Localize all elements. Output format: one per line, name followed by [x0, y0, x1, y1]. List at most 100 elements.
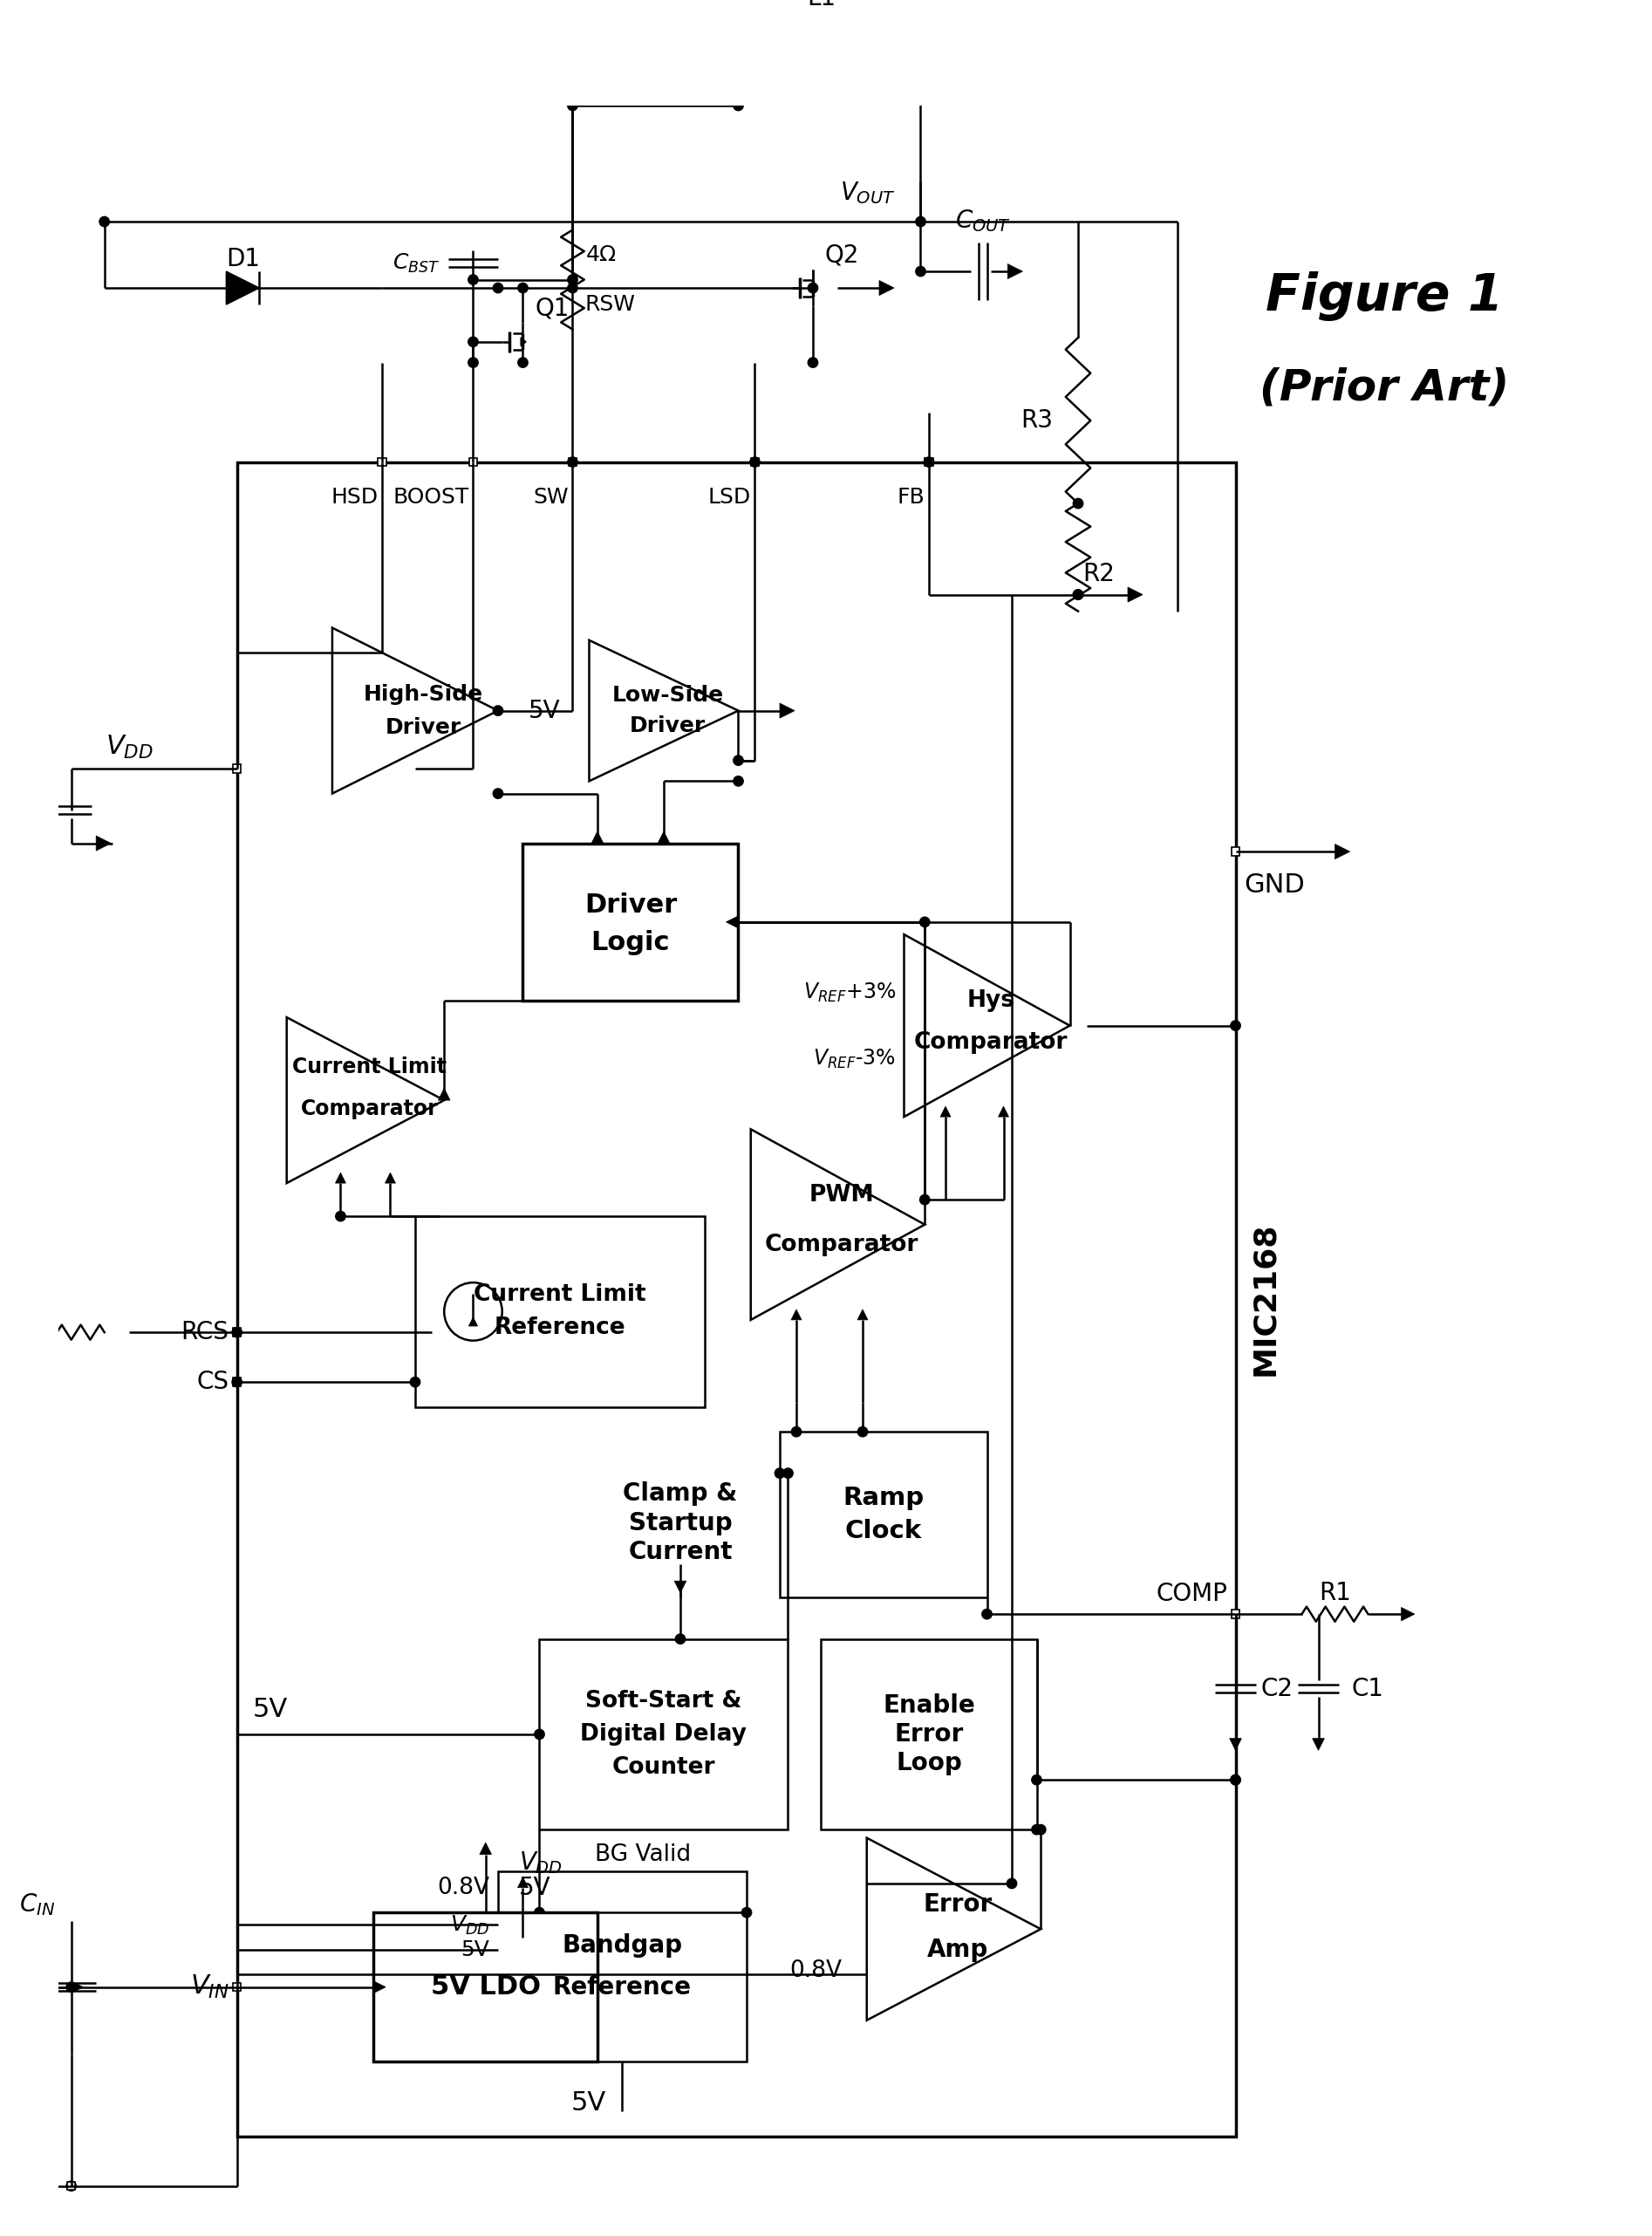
Circle shape	[568, 456, 578, 467]
Polygon shape	[591, 832, 603, 843]
Text: $C_{BST}$: $C_{BST}$	[393, 253, 439, 275]
Circle shape	[676, 1635, 686, 1643]
Text: Startup: Startup	[628, 1512, 732, 1536]
Circle shape	[899, 18, 909, 27]
Text: R2: R2	[1082, 561, 1115, 586]
Circle shape	[733, 756, 743, 765]
Text: Error: Error	[894, 1722, 963, 1746]
Text: $V_{DD}$: $V_{DD}$	[519, 1849, 562, 1876]
Circle shape	[808, 284, 818, 293]
Polygon shape	[780, 702, 795, 718]
Polygon shape	[791, 1310, 801, 1319]
Text: 5V LDO: 5V LDO	[431, 1974, 540, 1999]
Polygon shape	[904, 935, 1070, 1116]
Text: RSW: RSW	[585, 295, 636, 315]
Polygon shape	[385, 1172, 395, 1183]
Bar	[236, 463, 1236, 2135]
Text: MIC2168: MIC2168	[1249, 1223, 1279, 1375]
Text: Driver: Driver	[385, 718, 461, 738]
Polygon shape	[71, 1981, 83, 1992]
Text: $V_{OUT}$: $V_{OUT}$	[841, 181, 895, 206]
Polygon shape	[469, 1317, 477, 1326]
Text: Q1: Q1	[535, 297, 568, 322]
Circle shape	[1074, 590, 1084, 599]
Circle shape	[915, 217, 925, 226]
Text: $C_{OUT}$: $C_{OUT}$	[955, 208, 1011, 235]
Bar	[1231, 847, 1239, 856]
Text: HSD: HSD	[330, 487, 378, 508]
Text: $V_{DD}$: $V_{DD}$	[106, 733, 154, 760]
Text: LSD: LSD	[707, 487, 750, 508]
Polygon shape	[520, 338, 525, 347]
Polygon shape	[590, 639, 738, 780]
Text: Bandgap: Bandgap	[562, 1934, 682, 1959]
Circle shape	[335, 1212, 345, 1221]
Text: Comparator: Comparator	[914, 1031, 1067, 1053]
Circle shape	[568, 275, 578, 284]
Text: Figure 1: Figure 1	[1265, 271, 1503, 322]
Polygon shape	[727, 917, 738, 928]
Circle shape	[750, 456, 760, 467]
Text: GND: GND	[1244, 872, 1305, 897]
Circle shape	[775, 1469, 785, 1478]
Text: Counter: Counter	[613, 1755, 715, 1780]
Circle shape	[231, 1377, 241, 1386]
Circle shape	[517, 284, 529, 293]
Circle shape	[535, 1728, 545, 1740]
Bar	[540, 1639, 788, 1829]
Polygon shape	[226, 271, 259, 304]
Circle shape	[1006, 1878, 1016, 1889]
Text: CS: CS	[197, 1371, 228, 1395]
Text: 0.8V: 0.8V	[790, 1959, 843, 1981]
Text: D1: D1	[226, 246, 259, 271]
Polygon shape	[750, 1129, 925, 1319]
Polygon shape	[867, 1838, 1041, 2021]
Text: Loop: Loop	[895, 1751, 961, 1775]
Text: 4$\Omega$: 4$\Omega$	[585, 244, 616, 266]
Circle shape	[1074, 499, 1084, 508]
Polygon shape	[998, 1107, 1009, 1116]
Bar	[415, 1216, 705, 1406]
Circle shape	[568, 284, 578, 293]
Text: RCS: RCS	[180, 1319, 228, 1344]
Bar	[750, 458, 758, 465]
Circle shape	[1032, 1775, 1042, 1784]
Text: Comparator: Comparator	[301, 1098, 438, 1118]
Polygon shape	[1128, 588, 1143, 601]
Circle shape	[468, 275, 477, 284]
Bar	[378, 458, 387, 465]
Circle shape	[1036, 1825, 1046, 1834]
Text: 0.8V: 0.8V	[438, 1876, 489, 1898]
Text: $V_{REF}$+3%: $V_{REF}$+3%	[803, 982, 895, 1004]
Text: FB: FB	[897, 487, 925, 508]
Bar	[233, 1377, 241, 1386]
Text: BG Valid: BG Valid	[595, 1842, 691, 1865]
Circle shape	[808, 358, 818, 367]
Circle shape	[1231, 1775, 1241, 1784]
Text: Q2: Q2	[824, 241, 859, 266]
Text: Reference: Reference	[494, 1317, 626, 1339]
Text: Ramp: Ramp	[843, 1487, 923, 1509]
Text: R1: R1	[1318, 1581, 1351, 1605]
Polygon shape	[1229, 1737, 1242, 1751]
Circle shape	[492, 707, 502, 716]
Circle shape	[231, 1328, 241, 1337]
Text: BOOST: BOOST	[393, 487, 469, 508]
Bar	[233, 765, 241, 774]
Bar	[233, 1983, 241, 1992]
Circle shape	[857, 1427, 867, 1438]
Text: Amp: Amp	[927, 1939, 988, 1961]
Text: C2: C2	[1260, 1677, 1292, 1702]
Circle shape	[535, 1907, 545, 1918]
Text: Driver: Driver	[585, 892, 677, 919]
Text: 5V: 5V	[461, 1939, 489, 1961]
Text: Enable: Enable	[882, 1693, 975, 1717]
Circle shape	[783, 1469, 793, 1478]
Polygon shape	[1008, 264, 1023, 280]
Bar	[568, 458, 577, 465]
Polygon shape	[1335, 845, 1350, 859]
Polygon shape	[335, 1172, 345, 1183]
Circle shape	[17, 1328, 26, 1337]
Bar	[68, 2182, 76, 2189]
Circle shape	[468, 338, 477, 347]
